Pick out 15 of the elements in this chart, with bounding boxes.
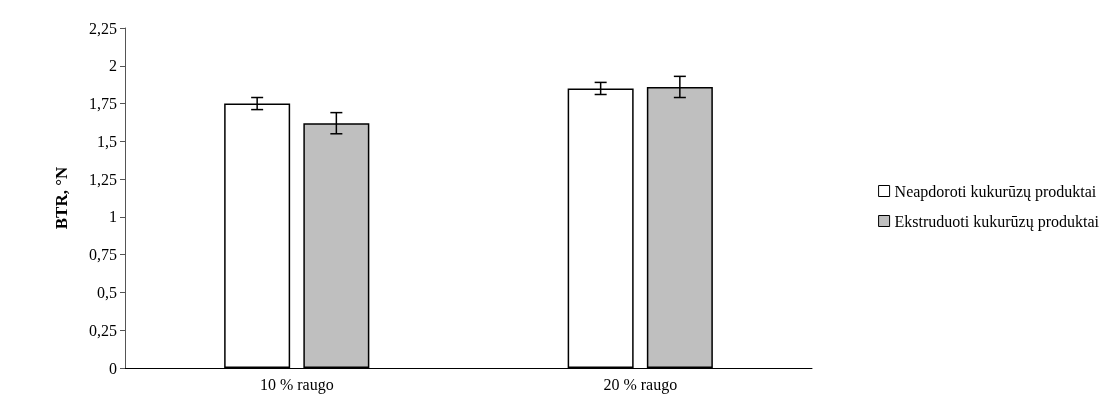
y-tick-label: 0	[109, 359, 117, 377]
y-tick-label: 1	[109, 208, 117, 226]
y-tick-label: 2,25	[89, 19, 117, 37]
y-tick-label: 1,75	[89, 95, 117, 113]
y-tick-label: 1,5	[97, 132, 117, 150]
x-tick-label: 10 % raugo	[259, 375, 334, 394]
y-tick-label: 1,25	[89, 170, 117, 188]
y-axis-title: BTR, °N	[52, 166, 71, 230]
legend-label: Neapdoroti kukurūzų produktai	[894, 182, 1097, 201]
y-tick-label: 0,75	[89, 246, 117, 264]
legend-label: Ekstruduoti kukurūzų produktai	[894, 212, 1100, 231]
y-tick-label: 0,25	[89, 321, 117, 339]
x-tick-label: 20 % raugo	[603, 375, 678, 394]
y-tick-label: 2	[109, 57, 117, 75]
y-tick-label: 0,5	[97, 283, 117, 301]
